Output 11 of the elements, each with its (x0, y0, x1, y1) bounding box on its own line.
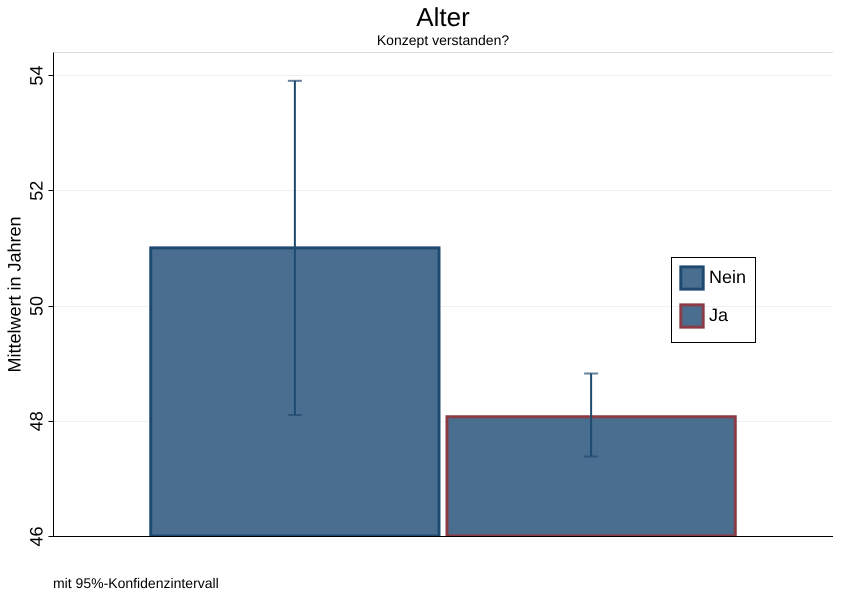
y-axis-title: Mittelwert in Jahren (4, 216, 24, 373)
legend-label: Ja (709, 305, 729, 325)
y-tick-label: 54 (26, 66, 46, 86)
chart-title: Alter (416, 2, 470, 32)
text: mit 95%-Konfidenzintervall (53, 575, 219, 591)
chart-subtitle: Konzept verstanden? (376, 32, 510, 48)
y-tick-label: 46 (26, 526, 46, 547)
y-tick-label: 52 (26, 180, 46, 201)
y-tick-label: 48 (26, 411, 46, 432)
y-tick-label: 50 (26, 296, 46, 316)
legend-label: Nein (709, 267, 746, 287)
